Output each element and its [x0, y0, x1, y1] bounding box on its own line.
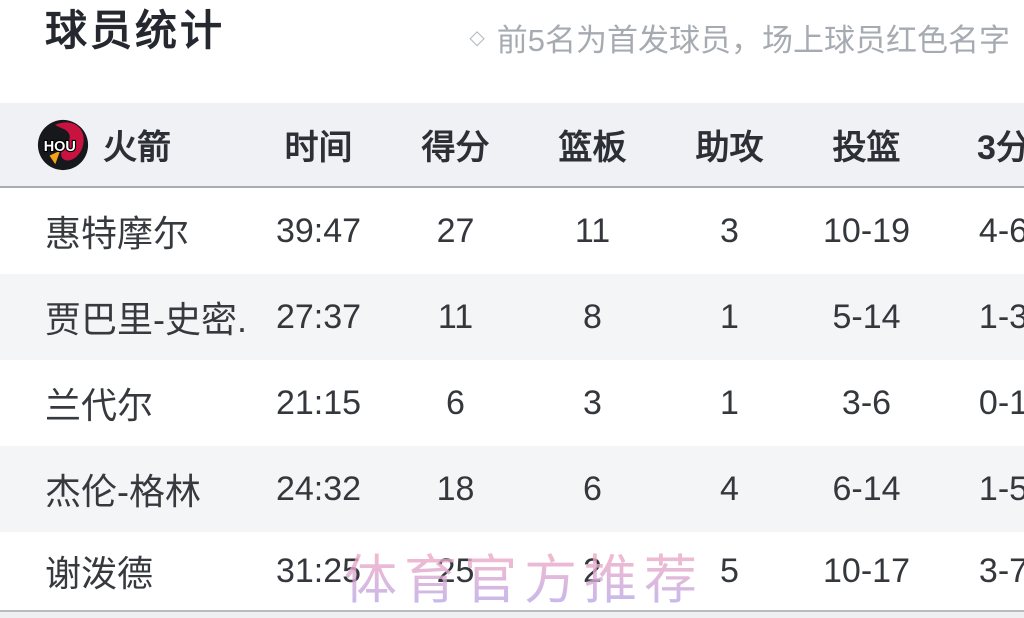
stat-3pt: 1-3 — [978, 297, 1024, 336]
stat-points: 6 — [446, 383, 465, 422]
player-row[interactable]: 兰代尔 21:15 6 3 1 3-6 0-1 — [0, 360, 1024, 446]
player-name: 谢泼德 — [45, 553, 154, 594]
table-header-row: HOU 火箭 时间 得分 篮板 助攻 投篮 3分 — [0, 103, 1024, 188]
column-header-fg: 投篮 — [832, 129, 901, 167]
player-row[interactable]: 杰伦-格林 24:32 18 6 4 6-14 1-5 — [0, 446, 1024, 532]
player-name: 兰代尔 — [45, 385, 154, 426]
stat-time: 21:15 — [275, 383, 362, 422]
team-header-cell: HOU 火箭 — [0, 118, 250, 172]
team-name: 火箭 — [103, 129, 171, 167]
stat-time: 31:25 — [275, 551, 362, 590]
stat-points: 27 — [436, 211, 475, 250]
table-bottom-divider — [0, 610, 1024, 618]
stat-rebounds: 11 — [574, 211, 611, 250]
stat-assists: 4 — [720, 469, 739, 508]
stat-assists: 1 — [720, 297, 739, 336]
stat-fg: 10-17 — [823, 551, 910, 590]
title-bar: 球员统计 ◇ 前5名为首发球员，场上球员红色名字 — [0, 0, 1024, 103]
stat-fg: 10-19 — [823, 211, 910, 250]
player-name: 杰伦-格林 — [45, 471, 201, 512]
stat-time: 24:32 — [275, 469, 362, 508]
stat-points: 11 — [437, 297, 474, 336]
rockets-team-logo-icon: HOU — [37, 119, 89, 170]
player-name: 贾巴里-史密... — [45, 299, 250, 340]
stat-assists: 5 — [720, 551, 739, 590]
stat-assists: 1 — [720, 383, 739, 422]
stat-time: 39:47 — [275, 211, 362, 250]
player-row[interactable]: 惠特摩尔 39:47 27 11 3 10-19 4-6 — [0, 188, 1024, 274]
stat-3pt: 0-1 — [978, 383, 1024, 422]
legend-note-text: 前5名为首发球员，场上球员红色名字 — [496, 23, 1010, 58]
stat-3pt: 3-7 — [978, 551, 1024, 590]
player-row[interactable]: 谢泼德 31:25 25 2 5 10-17 3-7 — [0, 532, 1024, 610]
player-row[interactable]: 贾巴里-史密... 27:37 11 8 1 5-14 1-3 — [0, 274, 1024, 360]
logo-text: HOU — [44, 138, 76, 154]
column-header-assists: 助攻 — [695, 129, 764, 167]
column-header-3pt: 3分 — [977, 129, 1024, 167]
stat-fg: 5-14 — [832, 297, 901, 336]
stat-rebounds: 2 — [583, 551, 602, 590]
diamond-icon: ◇ — [469, 27, 485, 49]
stat-fg: 6-14 — [832, 469, 901, 508]
column-header-points: 得分 — [421, 129, 490, 167]
stat-3pt: 4-6 — [978, 211, 1024, 250]
player-stats-table[interactable]: HOU 火箭 时间 得分 篮板 助攻 投篮 3分 惠特摩尔 39:47 27 1… — [0, 103, 1024, 618]
player-name: 惠特摩尔 — [45, 213, 190, 254]
stat-rebounds: 3 — [583, 383, 602, 422]
page-title: 球员统计 — [45, 7, 226, 54]
stat-points: 25 — [436, 551, 475, 590]
column-header-time: 时间 — [284, 129, 353, 167]
stat-time: 27:37 — [275, 297, 362, 336]
stat-fg: 3-6 — [841, 383, 892, 422]
column-header-rebounds: 篮板 — [558, 129, 627, 167]
stat-points: 18 — [436, 469, 475, 508]
stat-rebounds: 8 — [583, 297, 602, 336]
stat-assists: 3 — [720, 211, 739, 250]
stat-rebounds: 6 — [583, 469, 602, 508]
stat-3pt: 1-5 — [978, 469, 1024, 508]
legend-note: ◇ 前5名为首发球员，场上球员红色名字 — [469, 15, 1010, 60]
